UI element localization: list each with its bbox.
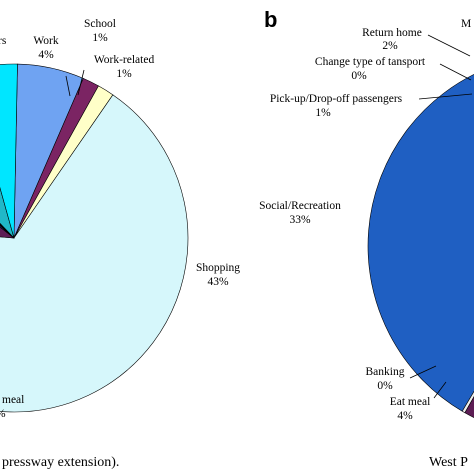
leader-line-return-home: [427, 34, 471, 57]
pie-b-slices: [367, 74, 474, 418]
panel-label-b: b: [264, 7, 277, 32]
label-eat-meal-fragment: meal: [2, 394, 24, 406]
leader-line-pickup-dropoff: [418, 93, 473, 100]
label-social-recreation: Social/Recreation: [259, 200, 341, 212]
label-eat-meal-value-fragment: %: [0, 408, 6, 420]
label-social-recreation-value: 33%: [289, 214, 311, 226]
label-shopping: Shopping: [196, 262, 240, 274]
label-pickup-dropoff-value: 1%: [315, 107, 331, 119]
pie-chart-a: rs Work 4% School 1% Work-related 1% Sho…: [0, 18, 240, 470]
label-school: School: [84, 18, 116, 30]
label-change-transport: Change type of tansport: [315, 56, 426, 68]
label-return-home: Return home: [362, 27, 422, 39]
label-shopping-value: 43%: [207, 276, 229, 288]
leader-line-change-transport: [439, 63, 472, 81]
label-school-value: 1%: [92, 32, 108, 44]
label-work: Work: [33, 35, 59, 47]
leader-line-banking: [409, 365, 437, 379]
leader-line-work-related: [77, 69, 85, 96]
label-eat-meal-b: Eat meal: [390, 396, 431, 408]
label-eat-meal-b-value: 4%: [397, 410, 413, 422]
label-change-transport-value: 0%: [351, 70, 367, 82]
label-others-fragment: rs: [0, 35, 7, 47]
label-work-related-value: 1%: [116, 68, 132, 80]
caption-a: pressway extension).: [2, 455, 119, 470]
pie-a-slices: [0, 63, 189, 413]
pie-b-slice-eat-meal: [464, 396, 474, 418]
pie-a-slice-segment-10: [0, 63, 18, 239]
leader-line-school: [65, 75, 71, 97]
label-work-related: Work-related: [94, 54, 155, 66]
caption-b: West P: [429, 455, 468, 470]
label-banking-value: 0%: [377, 380, 393, 392]
label-banking: Banking: [366, 366, 405, 378]
pie-a-slice-shopping: [0, 94, 189, 413]
pie-b-slice-social-recreation: [367, 74, 474, 412]
label-pickup-dropoff: Pick-up/Drop-off passengers: [270, 93, 403, 105]
pie-chart-b: b M Return home 2% Change type of tanspo…: [259, 7, 474, 470]
label-work-value: 4%: [38, 49, 54, 61]
label-return-home-value: 2%: [382, 40, 398, 52]
label-m-fragment: M: [461, 18, 471, 30]
leader-line-eat-meal: [433, 381, 447, 399]
